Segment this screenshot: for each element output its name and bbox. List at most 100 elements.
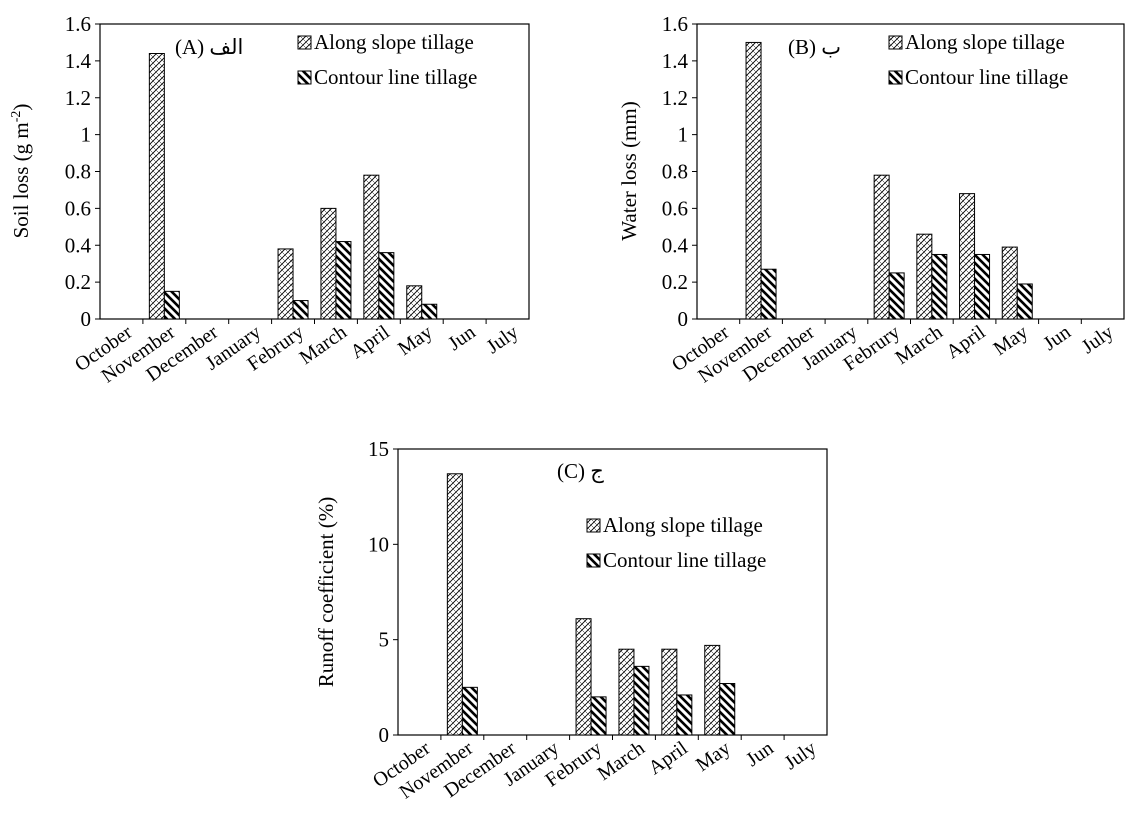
y-tick-label-a-0: 0 — [81, 307, 92, 331]
bar-b-s1-6 — [974, 253, 991, 320]
bar-b-s1-4 — [888, 272, 905, 320]
y-tick-label-b-7: 1.4 — [662, 49, 689, 73]
y-axis-label-tail-a: ) — [9, 104, 33, 111]
y-tick-label-c-2: 10 — [368, 532, 389, 556]
bar-b-s0-6 — [959, 193, 976, 320]
panel-label-a: (A) الف — [175, 35, 243, 59]
panel-label-b: (B) ب — [788, 35, 841, 59]
legend-swatch-contour-c — [586, 553, 601, 568]
x-tick-label-a-9: July — [482, 321, 522, 358]
legend-swatch-along-a — [297, 35, 312, 50]
x-tick-label-b-6: April — [942, 321, 990, 363]
bars-a — [148, 53, 438, 320]
bar-b-s1-7 — [1016, 283, 1033, 320]
bar-c-s0-5 — [618, 648, 635, 736]
legend-swatch-contour-a — [297, 70, 312, 85]
legend-b: Along slope tillage Contour line tillage — [888, 30, 1068, 89]
panel-a: 0 0.2 0.4 0.6 0.8 1 1.2 1.4 1.6 OctoberNovemberD… — [9, 12, 530, 388]
legend-label-contour-c: Contour line tillage — [603, 548, 766, 572]
y-tick-label-c-0: 0 — [379, 723, 390, 747]
bar-a-s1-6 — [378, 252, 395, 320]
x-tick-label-b-9: July — [1078, 321, 1118, 358]
bar-a-s0-6 — [363, 174, 380, 320]
bar-c-s1-5 — [633, 665, 650, 736]
bar-a-s1-5 — [335, 241, 352, 320]
legend-swatch-along-b — [888, 35, 903, 50]
bar-a-s0-5 — [320, 207, 337, 320]
x-tick-label-b-8: Jun — [1039, 321, 1074, 355]
x-tick-label-a-5: March — [295, 321, 350, 369]
y-tick-label-a-3: 0.6 — [65, 196, 91, 220]
bar-c-s1-7 — [719, 683, 736, 736]
panel-label-c: (C) ج — [557, 459, 604, 484]
bar-c-s1-6 — [676, 694, 693, 736]
y-axis-label-a: Soil loss (g m-2) — [9, 104, 33, 239]
panel-c: 0 5 10 15 OctoberNovemberDecemberJanuaryFeb… — [314, 437, 828, 804]
x-axis-labels-c: OctoberNovemberDecemberJanuaryFebruryMar… — [369, 735, 820, 804]
y-tick-label-b-5: 1 — [678, 123, 689, 147]
x-tick-label-c-8: Jun — [742, 737, 777, 771]
x-tick-label-c-6: April — [645, 737, 693, 779]
y-tick-label-b-6: 1.2 — [662, 86, 688, 110]
bar-c-s1-4 — [590, 696, 607, 736]
y-tick-label-b-2: 0.4 — [662, 233, 689, 257]
bar-a-s1-7 — [421, 303, 438, 320]
y-tick-label-a-6: 1.2 — [65, 86, 91, 110]
y-tick-label-a-7: 1.4 — [65, 49, 92, 73]
bar-c-s0-1 — [446, 473, 463, 736]
y-tick-label-a-2: 0.4 — [65, 233, 92, 257]
bar-b-s1-1 — [760, 268, 777, 320]
x-tick-label-c-7: May — [692, 737, 735, 776]
x-tick-label-b-7: May — [989, 321, 1032, 360]
y-tick-label-b-8: 1.6 — [662, 12, 688, 36]
y-tick-label-c-1: 5 — [379, 628, 390, 652]
x-axis-labels-a: OctoberNovemberDecemberJanuaryFebruryMar… — [71, 319, 522, 388]
y-tick-label-b-1: 0.2 — [662, 270, 688, 294]
x-tick-label-a-7: May — [394, 321, 437, 360]
x-tick-label-c-9: July — [780, 737, 820, 774]
bar-b-s1-5 — [931, 253, 948, 320]
bar-a-s0-1 — [148, 53, 165, 320]
y-axis-label-sup-a: -2 — [9, 111, 24, 123]
bar-c-s1-1 — [461, 686, 478, 736]
y-axis-ticks-a: 0 0.2 0.4 0.6 0.8 1 1.2 1.4 1.6 — [65, 12, 100, 331]
legend-label-along-a: Along slope tillage — [314, 30, 474, 54]
y-axis-label-b: Water loss (mm) — [617, 101, 641, 240]
legend-label-contour-b: Contour line tillage — [905, 65, 1068, 89]
bar-b-s0-7 — [1001, 246, 1018, 320]
y-axis-label-main-a: Soil loss (g m — [9, 122, 33, 238]
y-tick-label-a-8: 1.6 — [65, 12, 91, 36]
legend-label-along-c: Along slope tillage — [603, 513, 763, 537]
x-tick-label-a-6: April — [347, 321, 395, 363]
legend-label-contour-a: Contour line tillage — [314, 65, 477, 89]
bar-a-s0-4 — [277, 248, 294, 320]
legend-label-along-b: Along slope tillage — [905, 30, 1065, 54]
bar-a-s1-4 — [292, 300, 309, 320]
bar-b-s0-5 — [916, 233, 933, 320]
bar-c-s0-7 — [704, 644, 721, 736]
x-tick-label-c-5: March — [593, 737, 648, 785]
y-tick-label-b-0: 0 — [678, 307, 689, 331]
y-tick-label-b-3: 0.6 — [662, 196, 688, 220]
y-tick-label-c-3: 15 — [368, 437, 389, 461]
legend-swatch-along-c — [586, 518, 601, 533]
x-tick-label-b-5: March — [891, 321, 946, 369]
bar-b-s0-4 — [873, 174, 890, 320]
y-axis-label-c: Runoff coefficient (%) — [314, 497, 338, 688]
bar-c-s0-4 — [575, 618, 592, 736]
y-tick-label-a-1: 0.2 — [65, 270, 91, 294]
legend-swatch-contour-b — [888, 70, 903, 85]
bar-c-s0-6 — [661, 648, 678, 736]
x-axis-labels-b: OctoberNovemberDecemberJanuaryFebruryMar… — [668, 319, 1118, 388]
x-tick-label-a-8: Jun — [444, 321, 479, 355]
legend-c: Along slope tillage Contour line tillage — [586, 513, 766, 572]
bar-a-s0-7 — [406, 285, 423, 320]
y-tick-label-b-4: 0.8 — [662, 160, 688, 184]
y-tick-label-a-4: 0.8 — [65, 160, 91, 184]
bars-b — [745, 41, 1033, 320]
y-axis-ticks-c: 0 5 10 15 — [368, 437, 398, 747]
y-axis-ticks-b: 0 0.2 0.4 0.6 0.8 1 1.2 1.4 1.6 — [662, 12, 697, 331]
bar-b-s0-1 — [745, 41, 762, 320]
bar-a-s1-1 — [163, 290, 180, 320]
